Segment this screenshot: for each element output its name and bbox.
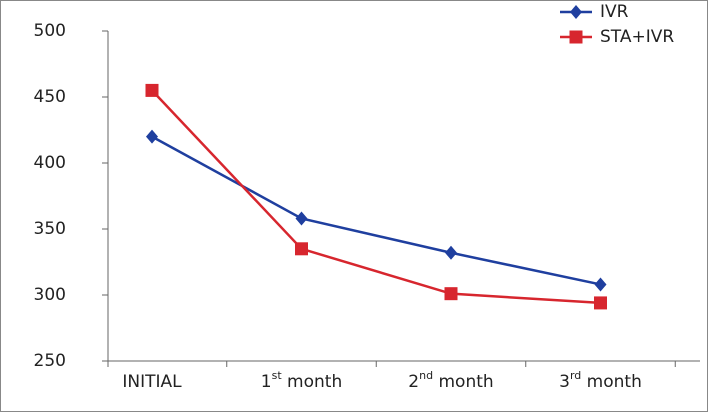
x-tick-label: 3rd month [559, 369, 642, 392]
data-point [295, 242, 308, 256]
x-tick-label: 2nd month [408, 369, 493, 392]
y-tick-label: 500 [34, 21, 66, 41]
y-tick-label: 250 [34, 351, 66, 371]
legend-marker [569, 30, 583, 44]
legend-marker [570, 5, 582, 19]
series-line [151, 89, 601, 305]
data-point [295, 211, 308, 226]
data-point [594, 296, 607, 310]
data-point [444, 287, 458, 301]
data-point [445, 245, 457, 260]
data-point [145, 83, 159, 97]
y-tick-label: 400 [34, 153, 66, 173]
legend-label: STA+IVR [600, 27, 674, 47]
data-point [594, 277, 607, 292]
data-point [146, 129, 158, 144]
series-line [151, 135, 601, 286]
x-tick-label: 1st month [261, 369, 342, 392]
y-tick-label: 450 [34, 87, 66, 107]
legend-label: IVR [600, 2, 629, 22]
x-tick-label: INITIAL [122, 372, 182, 392]
y-tick-label: 350 [34, 219, 66, 239]
y-tick-label: 300 [34, 285, 66, 305]
